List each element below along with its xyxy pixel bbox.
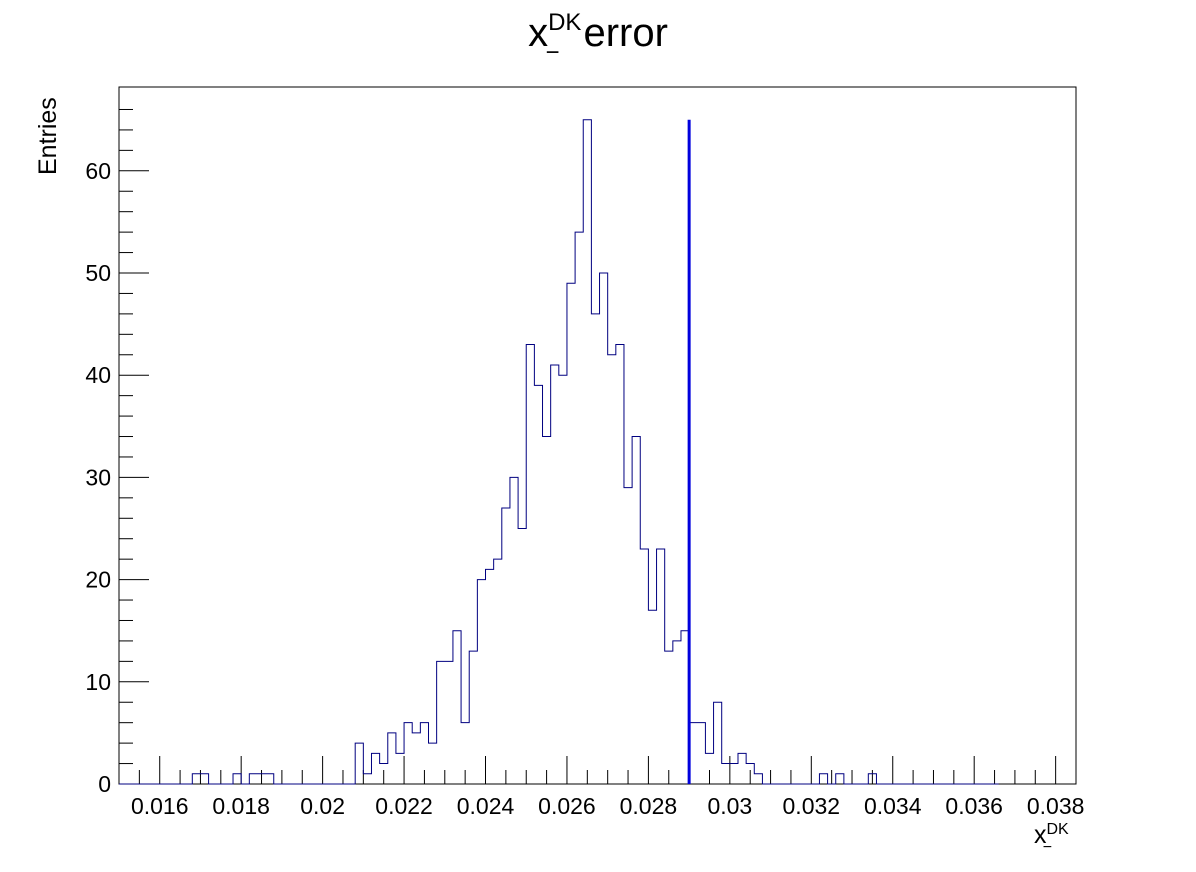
histogram-bin <box>746 764 754 784</box>
y-tick-label: 10 <box>85 669 111 695</box>
histogram-bin <box>388 733 396 784</box>
histogram-bin <box>249 774 257 784</box>
histogram-bin <box>836 774 844 784</box>
title-text: error <box>583 11 667 55</box>
histogram-bin <box>551 365 559 784</box>
x-axis-label-superscript: DK <box>1047 821 1070 838</box>
histogram-bin <box>714 702 722 784</box>
histogram-bin <box>461 723 469 784</box>
histogram-bin <box>640 549 648 784</box>
histogram-bin <box>722 764 730 784</box>
histogram-bin <box>526 345 534 784</box>
histogram-bin <box>665 651 673 784</box>
histogram-bin <box>510 477 518 784</box>
histogram-bin <box>624 488 632 784</box>
chart-title: xDK − error <box>528 9 668 66</box>
histogram-bin <box>697 723 705 784</box>
histogram-bin <box>567 283 575 784</box>
histogram-bin <box>632 437 640 784</box>
x-tick-label: 0.036 <box>945 793 1003 819</box>
histogram-bin <box>648 610 656 784</box>
y-tick-label: 60 <box>85 158 111 184</box>
histogram-bin <box>754 774 762 784</box>
histogram-bin <box>445 661 453 784</box>
histogram-bin <box>518 529 526 784</box>
histogram-bin <box>363 774 371 784</box>
histogram-bin <box>477 580 485 784</box>
histogram-bin <box>657 549 665 784</box>
x-axis-label-variable: x <box>1034 821 1047 849</box>
histogram-bin <box>257 774 265 784</box>
histogram-bin <box>575 232 583 784</box>
x-tick-label: 0.03 <box>707 793 752 819</box>
x-axis-label-subscript: − <box>1043 839 1052 856</box>
x-tick-label: 0.038 <box>1027 793 1085 819</box>
histogram-bin <box>608 355 616 784</box>
histogram-bin <box>192 774 200 784</box>
x-tick-label: 0.022 <box>375 793 433 819</box>
histogram-bin <box>494 559 502 784</box>
histogram-bin <box>371 753 379 784</box>
histogram-bin <box>730 764 738 784</box>
histogram-bin <box>583 120 591 784</box>
plot-area: 0.016 0.018 0.02 0.022 0.024 0.026 0.028 0.03 0.… <box>85 86 1085 819</box>
x-tick-label: 0.026 <box>538 793 596 819</box>
histogram-bin <box>420 723 428 784</box>
histogram-bin <box>543 437 551 784</box>
histogram-bin <box>428 743 436 784</box>
histogram-bin <box>705 753 713 784</box>
x-tick-label: 0.034 <box>864 793 922 819</box>
histogram-bin <box>486 569 494 784</box>
y-tick-label: 50 <box>85 260 111 286</box>
y-tick-label: 30 <box>85 464 111 490</box>
x-tick-label: 0.024 <box>457 793 515 819</box>
histogram-bin <box>200 774 208 784</box>
title-subscript: − <box>545 39 559 66</box>
histogram-bin <box>738 753 746 784</box>
plot-frame <box>118 86 1077 785</box>
histogram-bin <box>380 764 388 784</box>
title-variable: x <box>528 11 548 55</box>
histogram-bin <box>266 774 274 784</box>
x-tick-label: 0.018 <box>212 793 270 819</box>
histogram-bin <box>437 661 445 784</box>
title-superscript: DK <box>548 9 581 36</box>
histogram-series-outline <box>119 119 999 785</box>
histogram-bin <box>469 651 477 784</box>
x-tick-label: 0.028 <box>620 793 678 819</box>
histogram-bin <box>559 375 567 784</box>
x-axis-label: xDK − <box>1034 821 1069 856</box>
y-tick-label: 0 <box>98 771 111 797</box>
histogram-bin <box>868 774 876 784</box>
histogram-bin <box>502 508 510 784</box>
histogram-bin <box>404 723 412 784</box>
histogram-bin <box>233 774 241 784</box>
histogram-bin <box>616 345 624 784</box>
y-tick-label: 40 <box>85 362 111 388</box>
histogram-bin <box>591 314 599 784</box>
histogram-bin <box>534 385 542 784</box>
x-tick-label: 0.02 <box>300 793 345 819</box>
x-tick-label: 0.032 <box>783 793 841 819</box>
histogram-bin <box>673 641 681 784</box>
histogram-bin <box>396 753 404 784</box>
histogram-bin <box>600 273 608 784</box>
histogram-bin <box>819 774 827 784</box>
histogram-bin <box>412 733 420 784</box>
y-axis-label: Entries <box>34 97 62 175</box>
histogram-bin <box>453 631 461 784</box>
histogram-bin <box>355 743 363 784</box>
x-tick-label: 0.016 <box>131 793 189 819</box>
y-tick-label: 20 <box>85 567 111 593</box>
